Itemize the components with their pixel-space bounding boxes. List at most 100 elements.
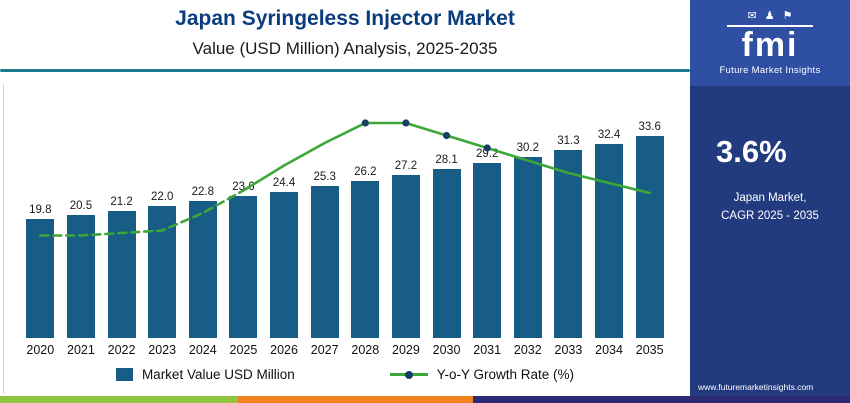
- mail-icon: ✉: [747, 9, 757, 22]
- x-axis-label: 2031: [473, 343, 502, 357]
- cagr-label: Japan Market, CAGR 2025 - 2035: [690, 190, 850, 226]
- bar-column: 22.8: [183, 186, 224, 338]
- bar: [148, 206, 177, 338]
- flag-icon: ⚑: [782, 9, 793, 22]
- bar-column: 25.3: [304, 171, 345, 338]
- bar-value-label: 29.2: [475, 147, 499, 160]
- x-axis-label: 2025: [229, 343, 258, 357]
- x-axis-label: 2028: [351, 343, 380, 357]
- bar-value-label: 31.3: [557, 135, 580, 148]
- bar: [66, 215, 95, 338]
- header-divider: [0, 69, 690, 72]
- bar: [310, 186, 339, 338]
- legend-bar-label: Market Value USD Million: [141, 367, 295, 382]
- bar: [26, 219, 55, 338]
- x-axis: 2020 2021 2022 2023 2024 2025 2026 2027 2028 2029…: [20, 343, 670, 357]
- x-axis-label: 2029: [392, 343, 420, 357]
- person-icon: ♟: [764, 9, 775, 22]
- bars: 19.8 20.5 21.2 22.0 22.8 23.6 24.4 25.3 26.2 27.2…: [20, 88, 670, 338]
- chart-header: Japan Syringeless Injector Market Value …: [0, 0, 690, 72]
- bar-column: 33.6: [629, 121, 670, 338]
- bar: [635, 136, 664, 338]
- chart-section: Japan Syringeless Injector Market Value …: [0, 0, 690, 394]
- bar: [107, 210, 136, 338]
- legend-line-label: Y-o-Y Growth Rate (%): [436, 367, 575, 382]
- bar-column: 24.4: [264, 177, 305, 338]
- bar: [188, 201, 217, 338]
- page-title: Japan Syringeless Injector Market: [175, 7, 515, 30]
- line-swatch-icon: [389, 370, 428, 379]
- bar: [229, 196, 258, 338]
- bar-value-label: 23.6: [232, 181, 255, 194]
- bar: [270, 191, 299, 338]
- x-axis-label: 2033: [554, 343, 583, 357]
- stripe-segment: [238, 396, 473, 403]
- y-axis-line: [3, 84, 4, 394]
- bar-column: 22.0: [142, 191, 183, 338]
- x-axis-label: 2034: [595, 343, 623, 357]
- chart-plot-area: 19.8 20.5 21.2 22.0 22.8 23.6 24.4 25.3 26.2 27.2…: [20, 88, 670, 338]
- bar: [473, 162, 502, 338]
- logo-text: fmi: [741, 25, 799, 64]
- bar: [391, 174, 420, 338]
- cagr-label-line2: CAGR 2025 - 2035: [721, 209, 819, 222]
- bar-value-label: 25.3: [313, 171, 336, 184]
- bar-value-label: 27.2: [394, 159, 418, 172]
- x-axis-label: 2023: [148, 343, 177, 357]
- x-axis-label: 2032: [513, 343, 542, 357]
- bar-value-label: 24.4: [272, 176, 296, 189]
- bar-column: 27.2: [386, 160, 427, 338]
- bar-value-label: 30.2: [516, 141, 539, 154]
- bar: [595, 143, 624, 338]
- bar-column: 20.5: [61, 200, 102, 338]
- x-axis-label: 2020: [26, 343, 55, 357]
- bar: [432, 169, 461, 338]
- bar-value-label: 32.4: [597, 128, 621, 141]
- legend-item-line: Y-o-Y Growth Rate (%): [389, 367, 575, 382]
- stripe-segment: [472, 396, 850, 403]
- fmi-logo: ✉ ♟ ⚑ fmi Future Market Insights: [690, 0, 850, 86]
- bar-value-label: 22.8: [191, 186, 214, 199]
- bar-value-label: 28.1: [435, 154, 458, 167]
- bar-column: 28.1: [426, 154, 467, 338]
- bar-value-label: 21.2: [110, 195, 133, 208]
- brand-sidebar: ✉ ♟ ⚑ fmi Future Market Insights 3.6% Ja…: [690, 0, 850, 403]
- x-axis-label: 2035: [635, 343, 664, 357]
- bar-value-label: 33.6: [638, 121, 661, 134]
- cagr-value: 3.6%: [716, 134, 787, 169]
- stripe-segment: [0, 396, 238, 403]
- x-axis-label: 2022: [107, 343, 136, 357]
- bar-column: 31.3: [548, 135, 589, 338]
- x-axis-label: 2030: [432, 343, 461, 357]
- footer-stripe: [0, 396, 850, 403]
- bar-value-label: 19.8: [29, 204, 52, 217]
- x-axis-label: 2024: [188, 343, 217, 357]
- bar-column: 26.2: [345, 166, 386, 338]
- bar: [513, 156, 542, 338]
- line-marker-icon: [404, 370, 413, 379]
- bar-column: 19.8: [20, 204, 61, 338]
- x-axis-label: 2027: [310, 343, 339, 357]
- bar-swatch-icon: [115, 368, 133, 381]
- bar: [554, 150, 583, 338]
- bar-column: 32.4: [589, 129, 630, 338]
- bar-value-label: 20.5: [69, 200, 93, 212]
- x-axis-label: 2021: [67, 343, 95, 357]
- website-link[interactable]: www.futuremarketinsights.com: [698, 382, 814, 392]
- logo-bar: [727, 24, 813, 27]
- legend: Market Value USD Million Y-o-Y Growth Ra…: [0, 367, 690, 382]
- bar-column: 30.2: [508, 142, 549, 338]
- x-axis-label: 2026: [270, 343, 298, 357]
- bar-column: 29.2: [467, 148, 508, 338]
- bar-value-label: 22.0: [150, 191, 174, 203]
- page-subtitle: Value (USD Million) Analysis, 2025-2035: [192, 39, 498, 58]
- bar: [351, 180, 380, 338]
- cagr-label-line1: Japan Market,: [733, 192, 807, 204]
- bar-column: 23.6: [223, 181, 264, 338]
- bar-value-label: 26.2: [354, 165, 377, 178]
- legend-item-bar: Market Value USD Million: [115, 367, 295, 382]
- bar-column: 21.2: [101, 196, 142, 338]
- logo-icons-row: ✉ ♟ ⚑: [747, 9, 793, 22]
- logo-caption: Future Market Insights: [719, 64, 821, 76]
